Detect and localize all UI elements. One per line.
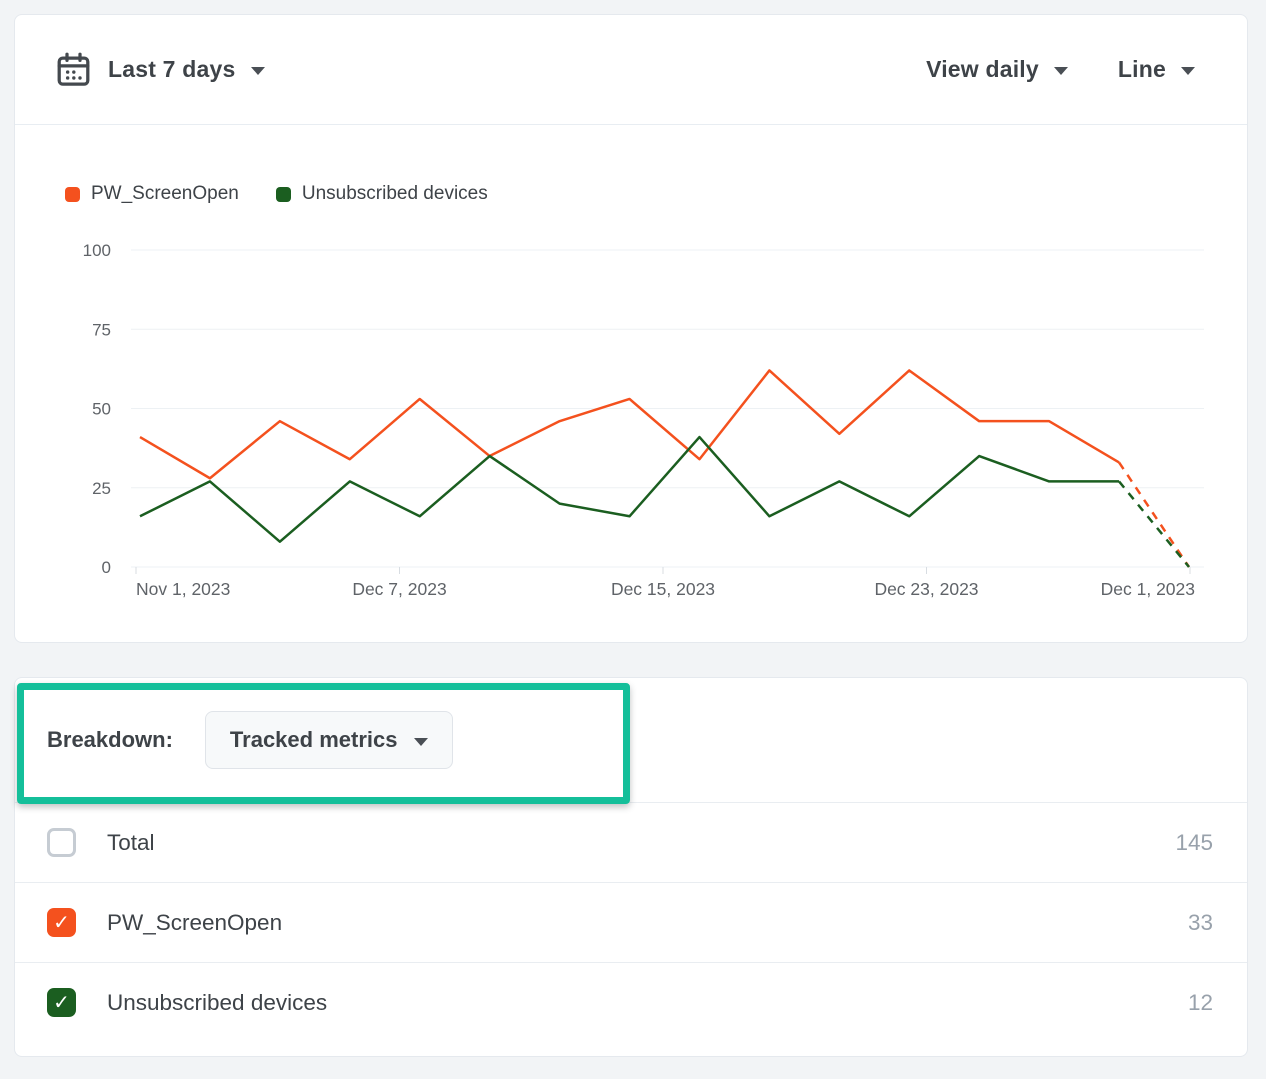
chart-toolbar: Last 7 days View daily Line xyxy=(15,15,1247,125)
chart-legend: PW_ScreenOpen Unsubscribed devices xyxy=(65,183,488,205)
breakdown-dropdown-value: Tracked metrics xyxy=(229,727,398,752)
chevron-down-icon xyxy=(1053,67,1068,75)
line-chart: 0 25 50 75 100 Nov 1, 2023 Dec 7, 2023 Dec 15, … xyxy=(83,241,1204,599)
svg-text:0: 0 xyxy=(102,558,111,577)
breakdown-card: Breakdown: Tracked metrics Total 145 PW_… xyxy=(14,677,1248,1057)
calendar-icon xyxy=(54,50,93,89)
line-chart-area: 0 25 50 75 100 Nov 1, 2023 Dec 7, 2023 Dec 15, … xyxy=(15,231,1249,621)
svg-text:Dec 7, 2023: Dec 7, 2023 xyxy=(352,579,446,599)
date-range-label: Last 7 days xyxy=(108,56,236,82)
svg-text:100: 100 xyxy=(83,241,111,260)
table-row-pw-screenopen[interactable]: PW_ScreenOpen 33 xyxy=(15,882,1247,962)
checkbox-total[interactable] xyxy=(47,828,76,857)
svg-text:Dec 23, 2023: Dec 23, 2023 xyxy=(874,579,978,599)
breakdown-label: Breakdown: xyxy=(47,727,173,752)
legend-swatch-orange xyxy=(65,186,80,202)
date-range-selector[interactable]: Last 7 days xyxy=(54,50,265,89)
chevron-down-icon xyxy=(1181,67,1195,75)
row-value: 12 xyxy=(1187,989,1213,1015)
legend-item-unsubscribed-devices[interactable]: Unsubscribed devices xyxy=(275,183,488,205)
chart-type-selector[interactable]: Line xyxy=(1118,56,1195,83)
breakdown-header: Breakdown: Tracked metrics xyxy=(15,678,1247,802)
checkbox-pw-screenopen[interactable] xyxy=(47,908,76,937)
chevron-down-icon xyxy=(414,737,429,746)
legend-item-pw-screenopen[interactable]: PW_ScreenOpen xyxy=(65,183,239,205)
row-label: PW_ScreenOpen xyxy=(107,909,283,935)
row-label: Unsubscribed devices xyxy=(107,989,328,1015)
chart-card: Last 7 days View daily Line PW_ScreenOpe… xyxy=(14,14,1248,643)
row-value: 145 xyxy=(1175,829,1213,855)
view-granularity-label: View daily xyxy=(926,56,1039,82)
legend-swatch-green xyxy=(275,186,291,202)
row-value: 33 xyxy=(1187,909,1213,935)
svg-text:Nov 1, 2023: Nov 1, 2023 xyxy=(136,579,230,599)
svg-text:25: 25 xyxy=(92,479,111,498)
svg-text:Dec 15, 2023: Dec 15, 2023 xyxy=(611,579,715,599)
svg-text:Dec 1, 2023: Dec 1, 2023 xyxy=(1101,579,1195,599)
svg-text:75: 75 xyxy=(92,320,111,339)
checkbox-unsubscribed-devices[interactable] xyxy=(47,988,76,1017)
view-granularity-selector[interactable]: View daily xyxy=(926,56,1068,83)
breakdown-metric-dropdown[interactable]: Tracked metrics xyxy=(204,711,454,769)
chevron-down-icon xyxy=(250,67,265,75)
chart-type-label: Line xyxy=(1117,56,1166,82)
table-row-unsubscribed-devices[interactable]: Unsubscribed devices 12 xyxy=(15,962,1247,1042)
table-row-total[interactable]: Total 145 xyxy=(15,802,1247,882)
row-label: Total xyxy=(107,829,155,855)
svg-text:50: 50 xyxy=(92,400,111,419)
